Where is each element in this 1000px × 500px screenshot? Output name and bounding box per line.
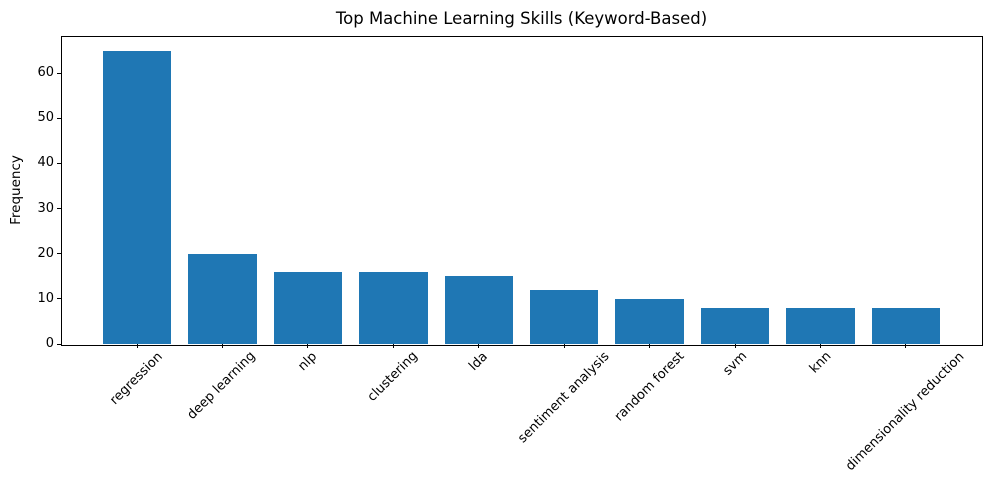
bar-regression	[102, 50, 172, 344]
bar-nlp	[273, 271, 343, 344]
y-tick-mark	[57, 208, 61, 210]
x-tick-label: knn	[806, 348, 834, 377]
bar-knn	[786, 307, 855, 344]
y-tick-label: 60	[37, 65, 54, 81]
bar-random-forest	[615, 298, 684, 344]
bar-svm	[700, 307, 770, 344]
y-tick-mark	[57, 253, 61, 255]
y-tick-label: 30	[37, 200, 54, 216]
x-tick-label: sentiment analysis	[515, 348, 613, 447]
x-tick-mark	[392, 344, 394, 348]
x-tick-mark	[221, 344, 223, 348]
y-tick-label: 20	[37, 245, 54, 261]
x-tick-label: clustering	[365, 348, 422, 405]
y-tick-label: 0	[45, 336, 54, 351]
bar-dimensionality-reduction	[871, 307, 941, 344]
plot-area	[61, 36, 983, 346]
x-tick-label: random forest	[611, 348, 688, 425]
x-tick-label: lda	[466, 349, 491, 374]
x-tick-mark	[649, 344, 651, 348]
x-tick-label: deep learning	[184, 349, 259, 424]
x-tick-mark	[563, 344, 565, 348]
y-tick-mark	[57, 298, 61, 300]
bar-clustering	[359, 271, 428, 344]
x-tick-label: regression	[107, 349, 166, 408]
y-tick-mark	[57, 117, 61, 119]
y-tick-label: 50	[37, 110, 54, 126]
y-tick-label: 10	[37, 290, 54, 306]
y-tick-mark	[57, 162, 61, 164]
bar-sentiment-analysis	[530, 289, 599, 344]
bar-deep-learning	[188, 253, 257, 344]
y-tick-mark	[57, 72, 61, 74]
x-tick-mark	[136, 344, 138, 348]
y-tick-label: 40	[37, 155, 54, 171]
chart-title: Top Machine Learning Skills (Keyword-Bas…	[335, 9, 708, 28]
x-tick-label: nlp	[295, 348, 321, 374]
x-tick-label: svm	[719, 348, 750, 379]
x-tick-mark	[307, 344, 309, 348]
bar-lda	[444, 276, 513, 344]
y-tick-mark	[57, 343, 61, 345]
x-tick-mark	[478, 344, 480, 348]
x-tick-mark	[905, 344, 907, 348]
x-tick-mark	[734, 344, 736, 348]
x-tick-label: dimensionality reduction	[843, 348, 968, 474]
x-tick-mark	[820, 344, 822, 348]
